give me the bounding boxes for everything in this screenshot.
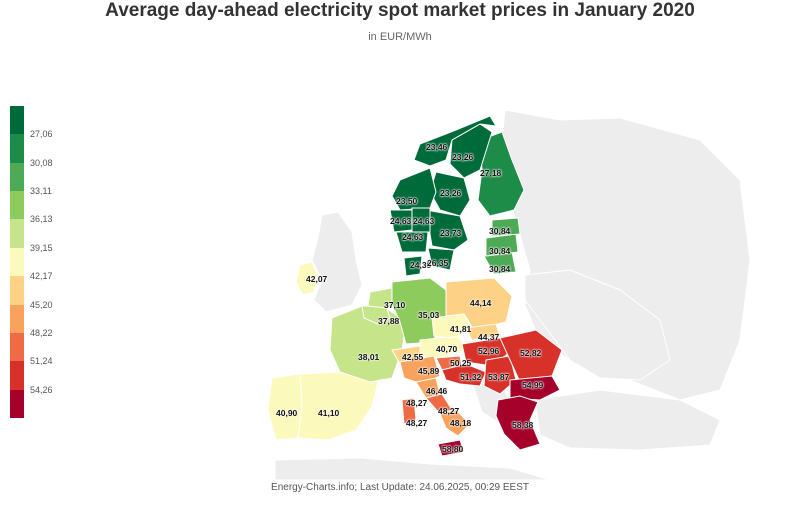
zone-se4 — [427, 247, 455, 271]
price-label-ie: 42,07 — [306, 274, 328, 284]
map-title: Average day-ahead electricity spot marke… — [105, 0, 695, 21]
legend-tick-label: 36,13 — [30, 214, 53, 225]
land-north-africa — [274, 457, 551, 480]
price-label-dk1: 24,39 — [410, 260, 432, 270]
zone-no1 — [411, 207, 431, 233]
legend-tick-label: 54,26 — [30, 384, 53, 395]
price-label-ch: 42,55 — [402, 352, 424, 362]
price-label-it-north: 45,89 — [418, 366, 440, 376]
zone-it-sicily — [437, 439, 465, 457]
price-label-no3: 23,50 — [396, 196, 418, 206]
price-label-nl: 37,10 — [384, 300, 406, 310]
price-label-lv: 30,84 — [489, 246, 511, 256]
price-label-no4: 23,46 — [426, 142, 448, 152]
price-label-bg: 54,99 — [522, 380, 544, 390]
legend-swatch — [10, 134, 24, 164]
legend-swatch — [10, 247, 24, 277]
zone-nl — [367, 287, 397, 309]
zone-no2 — [395, 231, 429, 253]
price-label-gr: 58,38 — [512, 420, 534, 430]
price-label-se3: 23,73 — [440, 228, 462, 238]
color-legend: 27,06 30,08 33,11 36,13 39,15 42,17 45,20 48,22… — [10, 106, 80, 419]
zone-it-csouth — [425, 393, 453, 415]
legend-tick-label: 48,22 — [30, 327, 53, 338]
price-label-it-south: 48,18 — [450, 418, 472, 428]
map-subtitle: in EUR/MWh — [368, 31, 432, 43]
price-label-ee: 30,84 — [489, 226, 511, 236]
legend-swatch — [10, 106, 24, 135]
price-label-it-csouth: 48,27 — [438, 406, 460, 416]
map-footer-credit: Energy-Charts.info; Last Update: 24.06.2… — [271, 482, 529, 493]
zone-hr — [441, 363, 487, 387]
price-label-it-sicily: 58,80 — [442, 444, 464, 454]
land-turkey — [534, 389, 721, 451]
legend-tick-label: 33,11 — [30, 186, 52, 197]
zone-gr — [495, 395, 541, 451]
land-uk — [311, 211, 363, 313]
legend-tick-label: 39,15 — [30, 242, 53, 253]
legend-color-bar — [10, 106, 24, 419]
zone-no4 — [413, 115, 497, 167]
zone-ee — [491, 217, 521, 237]
zone-it-south — [439, 409, 471, 437]
price-label-hu: 52,96 — [478, 346, 500, 356]
land-belarus-ukraine — [524, 269, 671, 381]
price-label-es: 41,10 — [318, 408, 340, 418]
zone-rs — [483, 355, 517, 395]
legend-tick-label: 51,24 — [30, 356, 53, 367]
price-label-se1: 23,26 — [452, 152, 474, 162]
legend-tick-label: 45,20 — [30, 299, 53, 310]
price-label-se2: 23,26 — [440, 188, 462, 198]
price-label-it-sardinia: 48,27 — [406, 398, 428, 408]
legend-swatch — [10, 304, 24, 334]
price-label-fi: 27,18 — [480, 168, 502, 178]
price-label-no5: 24,63 — [390, 216, 412, 226]
price-label-it-cnorth: 46,46 — [426, 386, 448, 396]
price-label-pt: 40,90 — [276, 408, 298, 418]
map-canvas — [267, 109, 751, 480]
price-label-fr: 38,01 — [358, 352, 380, 362]
zone-sk — [465, 323, 501, 341]
zone-pt — [267, 373, 303, 441]
price-label-hr: 51,32 — [460, 372, 482, 382]
legend-tick-label: 42,17 — [30, 271, 53, 282]
zone-fi — [477, 131, 525, 217]
price-label-si: 50,25 — [450, 358, 472, 368]
zone-it-sardinia — [401, 397, 417, 425]
price-label-sk: 44,37 — [478, 332, 500, 342]
legend-swatch — [10, 276, 24, 306]
price-label-de-lu: 35,03 — [418, 310, 440, 320]
price-label-no1: 24,63 — [413, 216, 435, 226]
price-label-it-sardinia-s: 48,27 — [406, 418, 428, 428]
legend-swatch — [10, 332, 24, 362]
legend-swatch — [10, 162, 24, 192]
price-label-at: 40,70 — [436, 344, 458, 354]
legend-swatch — [10, 389, 24, 419]
price-label-lt: 30,84 — [489, 264, 511, 274]
zone-es — [297, 371, 379, 441]
europe-map: 23,46 23,26 27,18 23,26 23,50 24,63 24,63 24,63… — [100, 60, 800, 480]
price-label-ro: 52,82 — [520, 348, 542, 358]
price-label-no2: 24,63 — [402, 232, 424, 242]
price-label-rs: 53,87 — [488, 372, 510, 382]
price-label-be: 37,88 — [378, 316, 400, 326]
zone-dk1 — [403, 255, 423, 277]
legend-swatch — [10, 219, 24, 249]
legend-swatch — [10, 361, 24, 391]
price-label-cz: 41,81 — [450, 324, 472, 334]
price-label-pl: 44,14 — [470, 298, 492, 308]
legend-swatch — [10, 191, 24, 220]
zone-ie — [295, 261, 319, 296]
price-label-se4: 26,35 — [427, 258, 449, 268]
zone-bg — [509, 375, 561, 401]
zone-se3 — [425, 209, 469, 251]
legend-tick-label: 30,08 — [30, 157, 53, 168]
legend-tick-label: 27,06 — [30, 129, 53, 140]
